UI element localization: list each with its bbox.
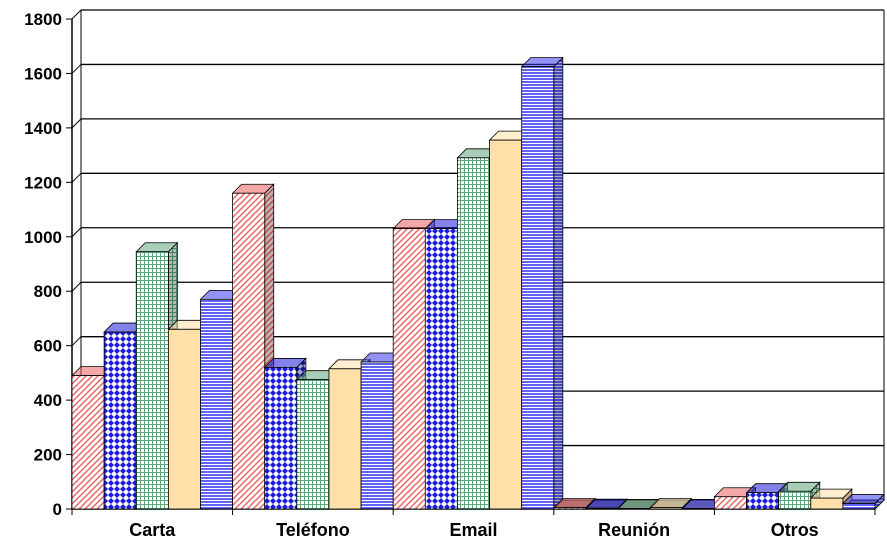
y-tick-label: 1000 [24,228,62,247]
gridline-side [71,281,82,292]
y-tick-label: 1400 [24,119,62,138]
labels: 0 200 400 600 800 1000 1200 1400 1600 1800 Carta Te… [24,10,819,540]
x-category-label: Otros [771,520,819,540]
y-tick-label: 1600 [24,64,62,83]
gridline-side [71,227,82,238]
bar-otros-5 [841,493,885,510]
y-tick-label: 800 [34,282,62,301]
gridline-side [71,118,82,129]
gridline-side [71,336,82,347]
gridline-side [71,9,82,20]
gridline-side [71,172,82,183]
y-tick-label: 1800 [24,10,62,29]
gridline-side [71,64,82,74]
y-tick-label: 600 [34,337,62,356]
x-category-label: Carta [129,520,176,540]
y-tick-label: 1200 [24,173,62,192]
x-category-label: Reunión [598,520,670,540]
bar-email-5 [520,56,564,510]
x-category-label: Teléfono [276,520,350,540]
bars [71,56,885,510]
y-tick-label: 400 [34,391,62,410]
y-tick-label: 0 [53,500,62,519]
y-tick-label: 200 [34,446,62,465]
x-category-label: Email [449,520,497,540]
